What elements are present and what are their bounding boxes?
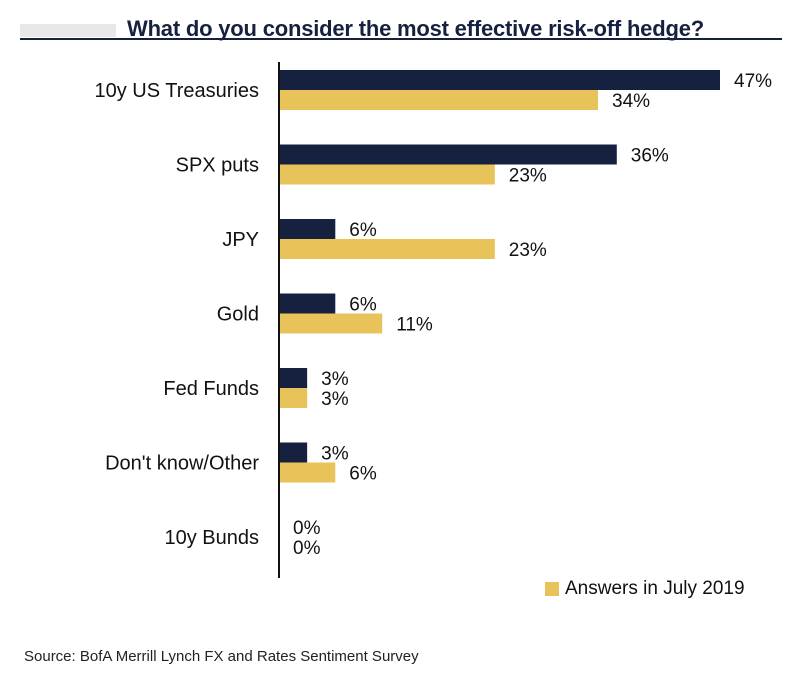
chart-title: What do you consider the most effective … (20, 6, 800, 46)
data-label-current-jpy: 6% (349, 220, 377, 241)
data-label-july-2019-10y-us-treasuries: 34% (612, 91, 650, 112)
data-label-july-2019-10y-bunds: 0% (293, 538, 321, 559)
category-label-gold: Gold (217, 304, 259, 326)
bar-july-2019-gold (279, 313, 383, 334)
data-label-current-10y-bunds: 0% (293, 518, 321, 539)
category-label-10y-bunds: 10y Bunds (164, 527, 259, 549)
bar-july-2019-fed-funds (279, 388, 308, 408)
bar-current-10y-us-treasuries (279, 70, 720, 90)
bar-current-don-t-know-other (279, 442, 308, 463)
data-label-july-2019-jpy: 23% (509, 240, 547, 261)
bar-july-2019-jpy (279, 239, 495, 259)
chart-title-text: What do you consider the most effective … (127, 16, 704, 41)
bar-july-2019-don-t-know-other (279, 462, 336, 483)
data-label-july-2019-gold: 11% (396, 315, 433, 336)
title-decoration (20, 24, 116, 37)
data-label-july-2019-spx-puts: 23% (509, 166, 547, 187)
data-label-july-2019-don-t-know-other: 6% (349, 464, 377, 485)
bar-current-jpy (279, 219, 336, 239)
legend: Answers in July 2019 (545, 578, 745, 600)
title-underline (20, 38, 782, 40)
bar-current-spx-puts (279, 144, 617, 165)
category-label-don-t-know-other: Don't know/Other (105, 453, 259, 475)
bar-current-fed-funds (279, 368, 308, 388)
legend-swatch-july-2019 (545, 582, 559, 596)
data-label-current-10y-us-treasuries: 47% (734, 71, 772, 92)
category-label-fed-funds: Fed Funds (163, 378, 259, 400)
category-label-jpy: JPY (222, 229, 259, 251)
data-label-current-spx-puts: 36% (631, 146, 669, 167)
data-label-current-gold: 6% (349, 295, 377, 316)
bar-current-gold (279, 293, 336, 314)
bar-july-2019-10y-us-treasuries (279, 90, 599, 110)
category-label-spx-puts: SPX puts (176, 155, 259, 177)
bar-july-2019-spx-puts (279, 164, 495, 185)
data-label-current-fed-funds: 3% (321, 369, 349, 390)
data-label-current-don-t-know-other: 3% (321, 444, 349, 465)
legend-label-july-2019: Answers in July 2019 (565, 578, 745, 599)
source-note: Source: BofA Merrill Lynch FX and Rates … (24, 648, 419, 665)
data-label-july-2019-fed-funds: 3% (321, 389, 349, 410)
category-label-10y-us-treasuries: 10y US Treasuries (94, 80, 259, 102)
